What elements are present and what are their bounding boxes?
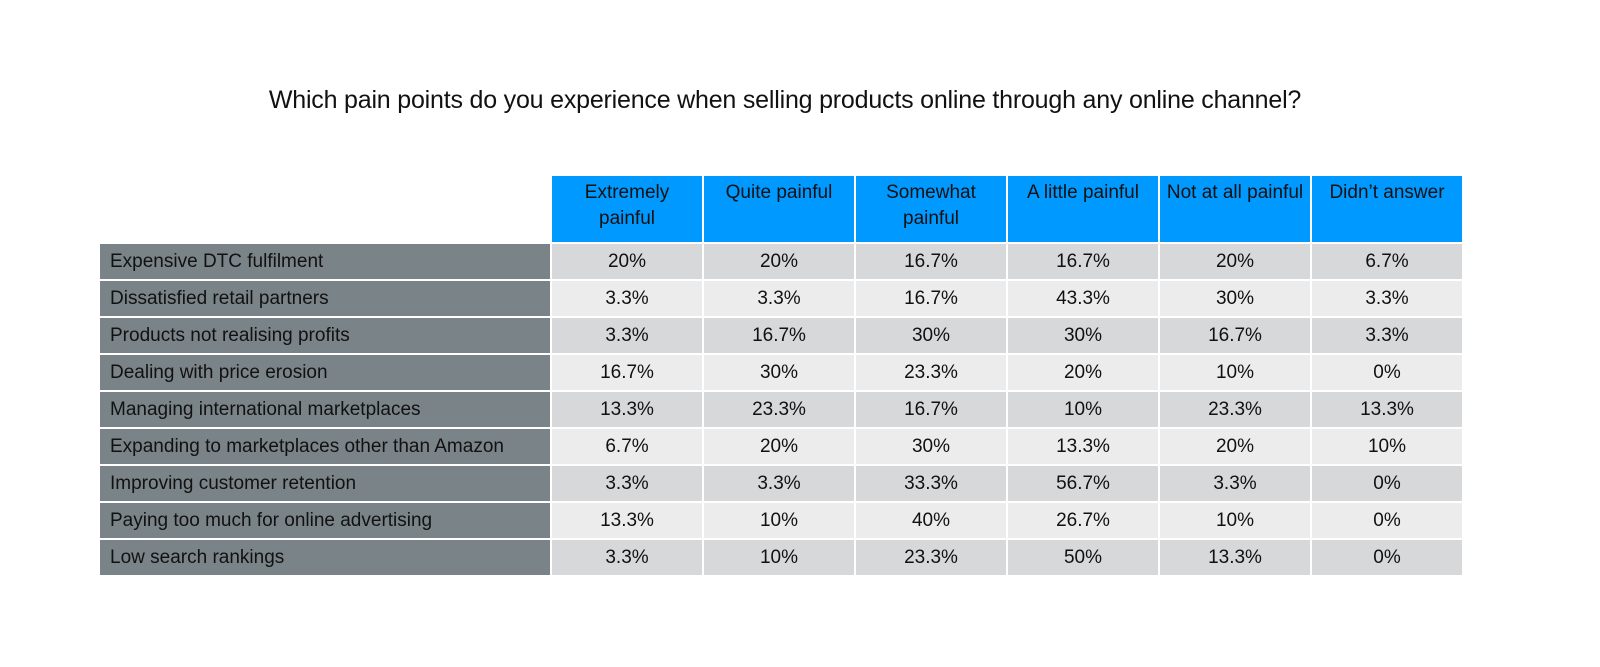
table-cell: 10% (1160, 355, 1310, 390)
table-cell: 3.3% (704, 466, 854, 501)
table-cell: 23.3% (856, 355, 1006, 390)
row-label: Expanding to marketplaces other than Ama… (100, 429, 550, 464)
table-cell: 3.3% (1312, 318, 1462, 353)
table-cell: 16.7% (1160, 318, 1310, 353)
table-cell: 23.3% (1160, 392, 1310, 427)
table-cell: 16.7% (856, 244, 1006, 279)
table-row: Dealing with price erosion 16.7% 30% 23.3% 2… (100, 355, 1462, 390)
table-cell: 20% (1160, 429, 1310, 464)
row-label: Expensive DTC fulfilment (100, 244, 550, 279)
table-cell: 16.7% (552, 355, 702, 390)
table-cell: 0% (1312, 466, 1462, 501)
table-cell: 30% (856, 429, 1006, 464)
column-header: Didn’t answer (1312, 176, 1462, 242)
table-cell: 10% (1312, 429, 1462, 464)
column-header: Somewhat painful (856, 176, 1006, 242)
table-row: Managing international marketplaces 13.3%… (100, 392, 1462, 427)
table-cell: 3.3% (704, 281, 854, 316)
table-cell: 10% (1008, 392, 1158, 427)
pain-points-table: Extremely painful Quite painful Somewhat p… (98, 174, 1464, 577)
table-row: Products not realising profits 3.3% 16.7% 3… (100, 318, 1462, 353)
table-cell: 3.3% (552, 281, 702, 316)
table-cell: 16.7% (704, 318, 854, 353)
table-cell: 50% (1008, 540, 1158, 575)
table-cell: 6.7% (552, 429, 702, 464)
table-cell: 56.7% (1008, 466, 1158, 501)
table-cell: 33.3% (856, 466, 1006, 501)
table-cell: 3.3% (552, 466, 702, 501)
table-cell: 10% (704, 540, 854, 575)
table-cell: 20% (704, 244, 854, 279)
table-cell: 26.7% (1008, 503, 1158, 538)
column-header: Quite painful (704, 176, 854, 242)
table-cell: 23.3% (856, 540, 1006, 575)
table-row: Dissatisfied retail partners 3.3% 3.3% 16.7… (100, 281, 1462, 316)
row-label: Dissatisfied retail partners (100, 281, 550, 316)
column-header: A little painful (1008, 176, 1158, 242)
table-row: Paying too much for online advertising 13… (100, 503, 1462, 538)
table-cell: 3.3% (1312, 281, 1462, 316)
table-cell: 23.3% (704, 392, 854, 427)
row-label: Improving customer retention (100, 466, 550, 501)
table-cell: 3.3% (552, 540, 702, 575)
column-header: Extremely painful (552, 176, 702, 242)
row-label: Paying too much for online advertising (100, 503, 550, 538)
table-row: Low search rankings 3.3% 10% 23.3% 50% 13.3% 0… (100, 540, 1462, 575)
row-label: Dealing with price erosion (100, 355, 550, 390)
table-cell: 3.3% (552, 318, 702, 353)
column-header: Not at all painful (1160, 176, 1310, 242)
table-row: Expensive DTC fulfilment 20% 20% 16.7% 16.7%… (100, 244, 1462, 279)
chart-title: Which pain points do you experience when… (268, 86, 1302, 114)
table-cell: 13.3% (552, 503, 702, 538)
table-cell: 0% (1312, 503, 1462, 538)
table-cell: 20% (1008, 355, 1158, 390)
table-cell: 30% (1008, 318, 1158, 353)
header-row: Extremely painful Quite painful Somewhat p… (100, 176, 1462, 242)
table-cell: 16.7% (856, 281, 1006, 316)
table-cell: 6.7% (1312, 244, 1462, 279)
row-label: Low search rankings (100, 540, 550, 575)
table-body: Expensive DTC fulfilment 20% 20% 16.7% 16.7%… (100, 244, 1462, 575)
table-cell: 20% (1160, 244, 1310, 279)
table-cell: 43.3% (1008, 281, 1158, 316)
row-label: Products not realising profits (100, 318, 550, 353)
row-label: Managing international marketplaces (100, 392, 550, 427)
table-cell: 16.7% (856, 392, 1006, 427)
table-cell: 0% (1312, 540, 1462, 575)
table-cell: 20% (552, 244, 702, 279)
table-cell: 10% (704, 503, 854, 538)
corner-cell (100, 176, 550, 242)
table-cell: 3.3% (1160, 466, 1310, 501)
table-row: Expanding to marketplaces other than Ama… (100, 429, 1462, 464)
table-cell: 20% (704, 429, 854, 464)
table-cell: 30% (1160, 281, 1310, 316)
table-cell: 40% (856, 503, 1006, 538)
table-cell: 16.7% (1008, 244, 1158, 279)
table-cell: 10% (1160, 503, 1310, 538)
table-cell: 13.3% (1008, 429, 1158, 464)
table-cell: 0% (1312, 355, 1462, 390)
table-row: Improving customer retention 3.3% 3.3% 33.3… (100, 466, 1462, 501)
table-cell: 30% (856, 318, 1006, 353)
table-cell: 13.3% (1312, 392, 1462, 427)
table-cell: 13.3% (552, 392, 702, 427)
table-cell: 13.3% (1160, 540, 1310, 575)
table-cell: 30% (704, 355, 854, 390)
